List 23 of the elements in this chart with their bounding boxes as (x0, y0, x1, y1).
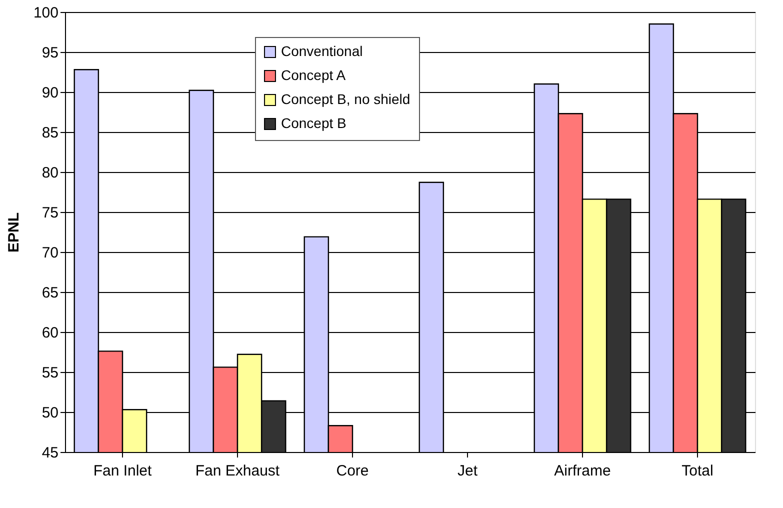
y-tick-label: 80 (42, 164, 58, 182)
y-tick-label: 45 (42, 444, 58, 462)
y-tick-label: 65 (42, 284, 58, 302)
y-tick-label: 55 (42, 364, 58, 382)
y-tick-label: 90 (42, 84, 58, 102)
x-tick-label: Airframe (554, 462, 611, 480)
x-tick-label: Jet (457, 462, 478, 480)
legend-label: Concept B (281, 115, 346, 131)
x-tick-label: Fan Exhaust (195, 462, 280, 480)
y-tick-label: 95 (42, 44, 58, 62)
y-tick-label: 70 (42, 244, 58, 262)
y-axis-title: EPNL (5, 212, 22, 253)
x-tick-label: Total (682, 462, 714, 480)
x-tick-label: Fan Inlet (93, 462, 153, 480)
y-tick-label: 85 (42, 124, 58, 142)
legend-label: Concept A (281, 67, 346, 83)
legend-label: Concept B, no shield (281, 91, 410, 107)
x-tick-label: Core (336, 462, 369, 480)
y-tick-label: 60 (42, 324, 58, 342)
legend-label: Conventional (281, 43, 363, 59)
y-tick-label: 50 (42, 404, 58, 422)
y-tick-label: 100 (33, 4, 58, 22)
y-tick-label: 75 (42, 204, 58, 222)
